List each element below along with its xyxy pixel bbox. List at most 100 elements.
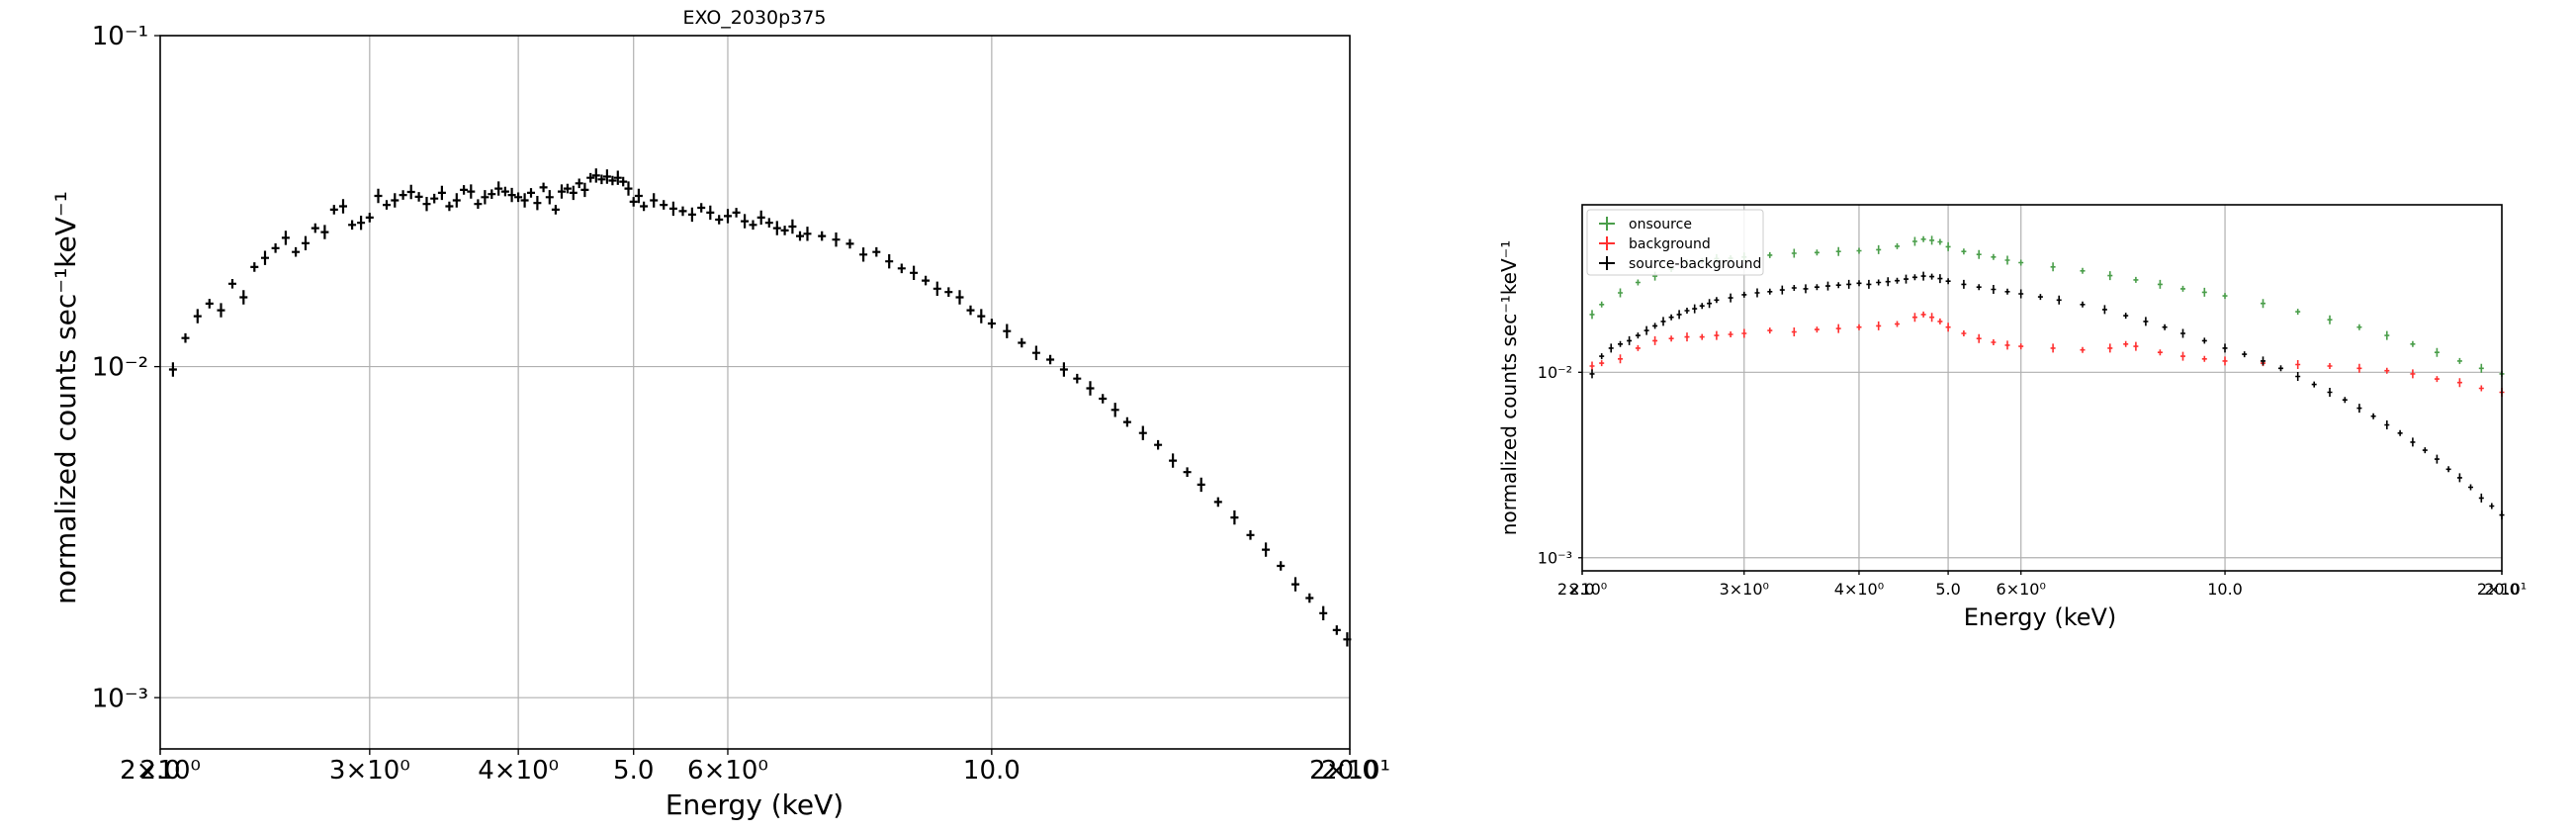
data-point [1937, 238, 1943, 245]
data-point [228, 279, 236, 289]
data-point [2180, 351, 2185, 361]
data-point [1046, 354, 1055, 365]
data-point [1714, 330, 1720, 340]
data-point [1599, 353, 1605, 360]
data-point [2489, 503, 2495, 510]
data-point [2018, 259, 2024, 266]
data-point [2107, 343, 2113, 353]
data-point [2123, 313, 2129, 320]
data-point [2242, 351, 2248, 358]
data-point [1714, 297, 1720, 304]
data-point [580, 182, 589, 198]
data-point [320, 225, 329, 239]
x-tick-label: 10.0 [2207, 580, 2243, 599]
data-point [2370, 413, 2376, 419]
data-point [660, 200, 668, 210]
data-point [422, 197, 431, 212]
data-point [2107, 271, 2113, 281]
data-point [1866, 279, 1872, 289]
data-point [788, 219, 797, 234]
data-point [668, 201, 677, 217]
data-point [818, 231, 827, 241]
data-point [1676, 310, 1682, 320]
data-point [2397, 429, 2403, 436]
data-point [2080, 267, 2086, 274]
legend-marker [1599, 217, 1615, 231]
data-point [832, 232, 841, 247]
data-point [608, 175, 617, 186]
data-point [168, 362, 177, 377]
data-point [1911, 313, 1917, 323]
data-point [1920, 235, 1926, 242]
data-point [987, 319, 996, 328]
data-point [2295, 372, 2301, 381]
x-tick-label: 5.0 [1935, 580, 1960, 599]
data-point [1183, 467, 1192, 477]
data-point [1825, 281, 1830, 291]
data-point [494, 181, 503, 196]
data-point [2445, 466, 2451, 473]
data-point [1961, 330, 1967, 336]
data-point [1767, 327, 1773, 334]
data-point [1814, 326, 1820, 333]
data-point [803, 227, 812, 241]
data-point [1668, 314, 1674, 321]
data-point [2050, 262, 2056, 272]
x-tick-label: 3×10⁰ [329, 756, 410, 786]
data-point [1904, 274, 1909, 284]
data-point [1885, 277, 1891, 287]
data-point [2201, 337, 2207, 344]
x-tick-label: 2×10¹ [1309, 756, 1390, 786]
data-point [1754, 288, 1760, 298]
data-point [1976, 284, 1982, 291]
data-point [1835, 246, 1841, 256]
data-point [624, 181, 633, 196]
data-point [1741, 291, 1747, 298]
data-point [2356, 404, 2362, 414]
data-point [1652, 335, 1658, 345]
data-point [944, 287, 953, 297]
data-point [2356, 324, 2362, 330]
data-point [977, 309, 986, 324]
data-point [1699, 303, 1705, 310]
data-point [1154, 439, 1163, 450]
data-point [500, 186, 509, 197]
data-point [1246, 530, 1255, 540]
data-point [732, 208, 741, 218]
data-point [1945, 241, 1951, 251]
data-point [292, 246, 301, 257]
data-point [302, 235, 310, 250]
data-point [796, 231, 804, 241]
data-point [1876, 321, 1882, 330]
data-point [1031, 345, 1040, 360]
data-point [756, 210, 765, 226]
data-point [2101, 305, 2107, 315]
data-point [1961, 248, 1967, 255]
legend-marker [1599, 236, 1615, 250]
data-point [1895, 277, 1900, 284]
data-point [2410, 437, 2416, 447]
data-point [2478, 493, 2484, 503]
data-point [586, 172, 595, 183]
y-tick-label: 10⁻¹ [92, 22, 148, 51]
data-point [2018, 289, 2024, 299]
data-point [2261, 356, 2265, 366]
data-point [467, 184, 476, 199]
x-tick-label: 3×10⁰ [1720, 580, 1769, 599]
data-point [1991, 285, 1997, 294]
data-point [399, 190, 407, 200]
data-point [2133, 276, 2139, 283]
x-tick-label: 2.0 [1569, 580, 1594, 599]
data-point [2004, 288, 2010, 295]
x-tick-label: 4×10⁰ [478, 756, 559, 786]
data-point [955, 290, 964, 305]
left-xlabel: Energy (keV) [666, 788, 844, 821]
data-point [1876, 244, 1882, 254]
data-point [1920, 271, 1926, 281]
data-point [715, 215, 724, 225]
data-point [910, 265, 919, 280]
data-point [2222, 356, 2228, 366]
data-point [514, 192, 523, 203]
y-tick-label: 10⁻³ [92, 684, 148, 713]
data-point [1635, 344, 1641, 351]
